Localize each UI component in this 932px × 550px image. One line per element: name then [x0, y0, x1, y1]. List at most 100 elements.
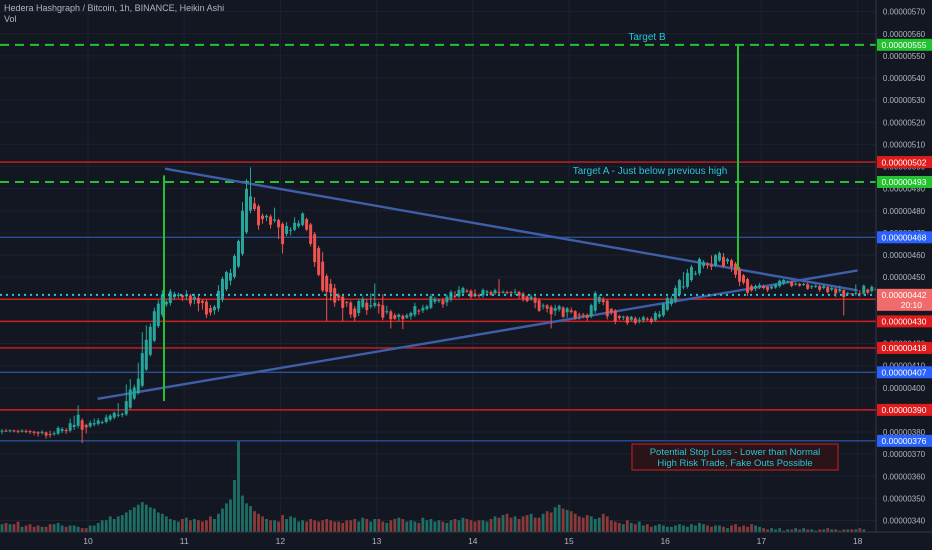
candle-body — [68, 423, 72, 431]
candle-body — [493, 290, 497, 294]
candle-body — [269, 216, 273, 225]
volume-bar — [674, 525, 677, 532]
volume-bar — [317, 521, 321, 532]
volume-bar — [461, 517, 465, 532]
volume-bar — [694, 525, 697, 532]
volume-bar — [381, 521, 385, 532]
symbol-title[interactable]: Hedera Hashgraph / Bitcoin, 1h, BINANCE,… — [4, 3, 225, 13]
volume-bar — [88, 525, 92, 532]
candle-body — [425, 306, 429, 309]
volume-bar — [84, 528, 88, 532]
candle-body — [521, 293, 525, 300]
candle-body — [40, 431, 44, 433]
volume-bar — [281, 515, 284, 532]
candle-body — [429, 296, 433, 308]
volume-bar — [774, 529, 778, 532]
volume-bar — [513, 516, 517, 532]
candle-body — [854, 292, 858, 294]
candle-body — [361, 298, 365, 307]
level-price-tag — [877, 231, 932, 244]
volume-bar — [706, 525, 709, 532]
volume-bar — [581, 517, 585, 532]
candle-body — [261, 215, 265, 220]
volume-bar — [521, 516, 525, 532]
volume-bar — [329, 520, 333, 532]
volume-bar — [52, 524, 56, 532]
volume-bar — [818, 529, 822, 532]
candle-body — [28, 431, 32, 433]
candle-body — [802, 283, 806, 285]
candle-body — [549, 306, 553, 315]
volume-bar — [60, 525, 64, 532]
volume-bar — [710, 526, 713, 532]
candle-body — [589, 305, 593, 317]
time-tick-label: 10 — [83, 536, 93, 546]
volume-bar — [605, 516, 609, 532]
candle-body — [770, 286, 774, 289]
volume-bar — [786, 529, 790, 532]
candle-body — [814, 285, 818, 287]
candle-body — [489, 292, 493, 295]
volume-bar — [36, 525, 40, 532]
candle-body — [220, 278, 224, 300]
candle-body — [236, 241, 240, 267]
candle-body — [204, 301, 208, 315]
volume-bar — [758, 526, 761, 532]
volume-bar — [261, 516, 264, 532]
candle-body — [265, 215, 269, 218]
volume-bar — [237, 441, 240, 532]
chart-header: Hedera Hashgraph / Bitcoin, 1h, BINANCE,… — [4, 3, 224, 25]
candle-body — [609, 308, 613, 313]
volume-bar — [485, 521, 489, 532]
candle-body — [156, 303, 160, 327]
volume-bar — [385, 522, 389, 532]
candle-body — [325, 276, 329, 292]
candle-body — [313, 234, 317, 263]
candle-body — [349, 302, 353, 315]
candle-body — [232, 256, 236, 277]
volume-bar — [593, 519, 597, 532]
volume-bar — [365, 519, 369, 532]
price-tick-label: 0.00000400 — [883, 384, 926, 393]
volume-bar — [72, 525, 76, 532]
candle-body — [32, 431, 36, 433]
candle-body — [798, 283, 802, 286]
candle-body — [750, 285, 754, 291]
candle-body — [621, 316, 625, 318]
candle-body — [870, 286, 874, 292]
volume-bar — [401, 519, 405, 532]
candle-body — [164, 301, 168, 305]
candle-body — [717, 253, 721, 261]
volume-bar — [128, 509, 132, 532]
volume-bar — [577, 516, 581, 532]
volume-bar — [205, 520, 208, 532]
level-price-tag — [877, 156, 932, 169]
volume-bar — [285, 519, 288, 532]
volume-bar — [257, 513, 260, 532]
volume-bar — [702, 524, 705, 532]
volume-bar — [778, 528, 782, 532]
candle-body — [613, 310, 617, 322]
candle-body — [505, 291, 509, 293]
volume-bar — [357, 521, 361, 532]
candle-body — [461, 287, 465, 294]
candle-body — [834, 288, 838, 294]
candle-body — [0, 430, 4, 432]
candle-body — [353, 308, 357, 318]
volume-bar — [838, 530, 842, 532]
volume-indicator-label[interactable]: Vol — [4, 14, 17, 24]
candle-body — [738, 269, 742, 282]
volume-bar — [834, 529, 838, 532]
price-tick-label: 0.00000550 — [883, 52, 926, 61]
candle-body — [277, 220, 281, 228]
volume-bar — [549, 512, 553, 532]
time-axis-ticks[interactable]: 10 11 12 13 14 15 16 17 18 — [83, 536, 862, 546]
volume-bar — [742, 525, 745, 532]
candle-body — [100, 422, 104, 424]
candle-body — [842, 290, 846, 298]
candle-body — [637, 319, 641, 321]
level-price-tag — [877, 175, 932, 188]
candle-body — [88, 422, 92, 427]
bar-countdown: 20:10 — [901, 300, 923, 310]
